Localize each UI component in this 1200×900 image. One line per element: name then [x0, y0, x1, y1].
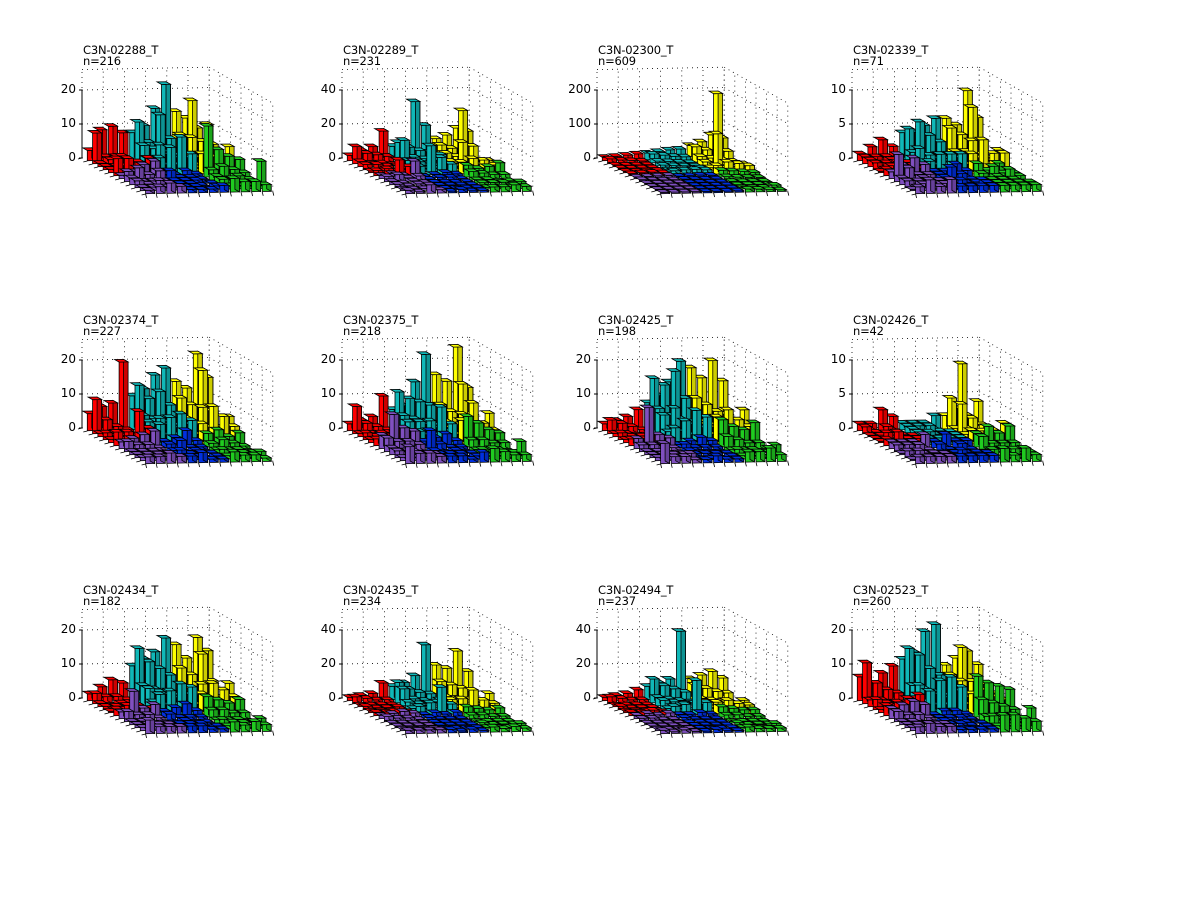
bar3d-plot — [592, 606, 790, 739]
bar3d-panel: 0 10 20 C3N-02375_T n=218 — [305, 310, 565, 510]
bar3d-panel: 0 10 20 C3N-02288_T n=216 — [45, 40, 305, 240]
bar3d-plot — [337, 606, 535, 739]
z-tick-label: 20 — [320, 352, 336, 366]
bar3d-plot — [77, 66, 275, 199]
z-tick-label: 10 — [320, 386, 336, 400]
panel-title: C3N-02434_T n=182 — [83, 583, 159, 608]
panel-title: C3N-02494_T n=237 — [598, 583, 674, 608]
bar3d-panel: 0 10 20 C3N-02374_T n=227 — [45, 310, 305, 510]
z-tick-label: 10 — [60, 116, 76, 130]
bar3d-plot — [77, 606, 275, 739]
bar3d-plot — [847, 336, 1045, 469]
z-tick-label: 40 — [575, 622, 591, 636]
panel-title: C3N-02289_T n=231 — [343, 43, 419, 68]
z-tick-label: 0 — [328, 690, 336, 704]
z-tick-label: 40 — [320, 82, 336, 96]
z-tick-label: 20 — [575, 352, 591, 366]
z-tick-label: 200 — [568, 82, 591, 96]
z-tick-label: 20 — [60, 622, 76, 636]
z-tick-label: 40 — [320, 622, 336, 636]
z-tick-label: 20 — [60, 82, 76, 96]
z-tick-label: 10 — [60, 386, 76, 400]
z-tick-label: 0 — [583, 420, 591, 434]
panel-title: C3N-02288_T n=216 — [83, 43, 159, 68]
panel-title: C3N-02375_T n=218 — [343, 313, 419, 338]
bar3d-panel: 0 100 200 C3N-02300_T n=609 — [560, 40, 820, 240]
bar3d-plot — [592, 66, 790, 199]
z-tick-label: 0 — [838, 690, 846, 704]
z-tick-label: 20 — [320, 656, 336, 670]
panel-title: C3N-02425_T n=198 — [598, 313, 674, 338]
bar3d-panel: 0 20 40 C3N-02289_T n=231 — [305, 40, 565, 240]
bar3d-panel: 0 10 20 C3N-02434_T n=182 — [45, 580, 305, 780]
z-tick-label: 10 — [575, 386, 591, 400]
z-tick-label: 0 — [68, 420, 76, 434]
z-tick-label: 10 — [830, 82, 846, 96]
panel-title: C3N-02374_T n=227 — [83, 313, 159, 338]
panel-title: C3N-02435_T n=234 — [343, 583, 419, 608]
bar3d-plot — [337, 336, 535, 469]
bar3d-plot — [77, 336, 275, 469]
z-tick-label: 20 — [320, 116, 336, 130]
bar3d-panel: 0 5 10 C3N-02426_T n=42 — [815, 310, 1075, 510]
z-tick-label: 0 — [838, 150, 846, 164]
z-tick-label: 0 — [583, 150, 591, 164]
z-tick-label: 10 — [830, 352, 846, 366]
bar3d-plot — [592, 336, 790, 469]
z-tick-label: 20 — [830, 622, 846, 636]
z-tick-label: 10 — [830, 656, 846, 670]
panel-title: C3N-02523_T n=260 — [853, 583, 929, 608]
bar3d-panel: 0 10 20 C3N-02523_T n=260 — [815, 580, 1075, 780]
bar3d-plot — [337, 66, 535, 199]
z-tick-label: 20 — [60, 352, 76, 366]
z-tick-label: 0 — [328, 150, 336, 164]
bar3d-panel: 0 5 10 C3N-02339_T n=71 — [815, 40, 1075, 240]
z-tick-label: 0 — [583, 690, 591, 704]
bar3d-panel: 0 20 40 C3N-02435_T n=234 — [305, 580, 565, 780]
z-tick-label: 100 — [568, 116, 591, 130]
z-tick-label: 10 — [60, 656, 76, 670]
panel-title: C3N-02426_T n=42 — [853, 313, 929, 338]
z-tick-label: 0 — [328, 420, 336, 434]
panel-title: C3N-02339_T n=71 — [853, 43, 929, 68]
z-tick-label: 20 — [575, 656, 591, 670]
bar3d-plot — [847, 606, 1045, 739]
bar3d-panel: 0 20 40 C3N-02494_T n=237 — [560, 580, 820, 780]
z-tick-label: 5 — [838, 116, 846, 130]
bar3d-plot — [847, 66, 1045, 199]
z-tick-label: 5 — [838, 386, 846, 400]
z-tick-label: 0 — [838, 420, 846, 434]
panel-title: C3N-02300_T n=609 — [598, 43, 674, 68]
z-tick-label: 0 — [68, 150, 76, 164]
z-tick-label: 0 — [68, 690, 76, 704]
bar3d-panel: 0 10 20 C3N-02425_T n=198 — [560, 310, 820, 510]
